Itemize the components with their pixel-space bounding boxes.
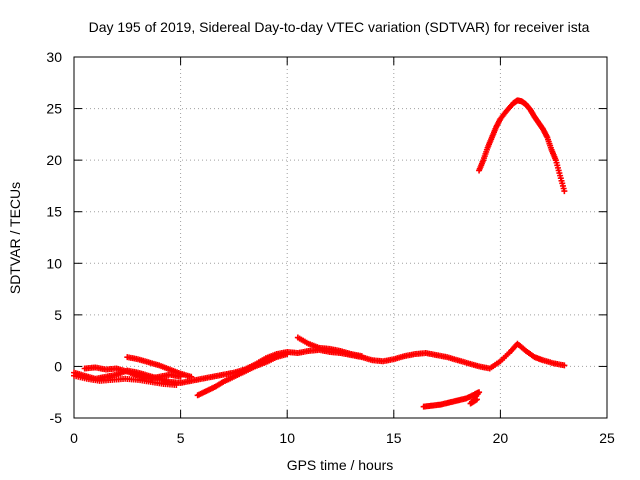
data-point: [561, 362, 568, 369]
data-marks: [71, 97, 568, 410]
x-tick-label: 15: [386, 430, 402, 446]
axis-ticks: [73, 56, 608, 419]
series-arc-midday: [294, 334, 365, 360]
plot-frame: [73, 56, 608, 419]
y-tick-label: 20: [46, 152, 62, 168]
chart-title: Day 195 of 2019, Sidereal Day-to-day VTE…: [89, 19, 590, 35]
data-point: [188, 373, 195, 380]
x-axis-label: GPS time / hours: [287, 457, 394, 473]
axis-tick-labels: 0 5 10 15 20 25 -5 0 5 10 15 20 25 30: [46, 49, 615, 446]
y-axis-label: SDTVAR / TECUs: [7, 182, 23, 294]
data-point: [358, 353, 365, 360]
y-tick-label: -5: [50, 410, 63, 426]
data-point: [173, 381, 180, 388]
data-point: [177, 373, 184, 380]
y-tick-label: 15: [46, 204, 62, 220]
series-arc-high: [476, 97, 568, 195]
x-tick-label: 0: [70, 430, 78, 446]
series-arc-morning: [194, 351, 291, 399]
y-tick-label: 25: [46, 101, 62, 117]
x-tick-label: 10: [279, 430, 295, 446]
data-point: [561, 188, 568, 195]
series-arc-low-late: [420, 389, 483, 410]
series-arc-early-cross: [81, 364, 184, 382]
y-tick-label: 30: [46, 49, 62, 65]
series-arc-upper-left: [71, 372, 180, 388]
data-point: [284, 351, 291, 358]
x-tick-label: 20: [493, 430, 509, 446]
x-tick-label: 5: [177, 430, 185, 446]
y-tick-label: 5: [54, 307, 62, 323]
x-tick-label: 25: [599, 430, 615, 446]
data-point: [473, 396, 480, 403]
y-tick-label: 10: [46, 255, 62, 271]
y-tick-label: 0: [54, 358, 62, 374]
